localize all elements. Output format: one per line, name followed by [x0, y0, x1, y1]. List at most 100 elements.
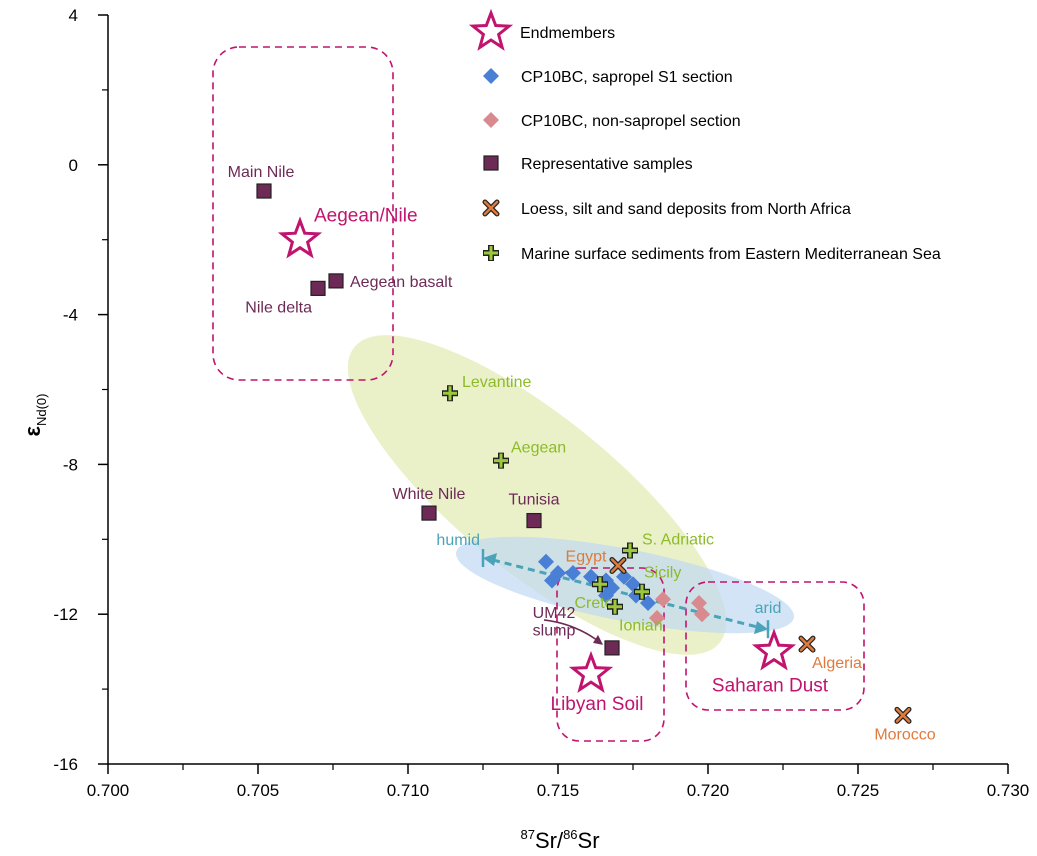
y-axis-title: εNd(0): [20, 394, 49, 437]
non-sapropel-point: [655, 591, 671, 608]
sapropel-s1-point: [616, 568, 632, 585]
um42-pointer-head: [593, 634, 603, 645]
x-axis-mid: Sr/: [535, 828, 564, 853]
representative-sample-label-line: slump: [533, 623, 576, 640]
marine-sediment-point: [622, 542, 638, 559]
representative-sample-point: [328, 273, 344, 289]
y-axis-sub: Nd(0): [34, 394, 49, 427]
y-tick-label: 0: [69, 156, 78, 175]
x-axis-sup-1: 87: [520, 827, 534, 842]
legend-star-icon: [468, 8, 514, 51]
north-africa-label: Egypt: [566, 549, 607, 566]
libyan-soil-box: [556, 567, 665, 742]
x-tick-label: 0.730: [987, 781, 1030, 800]
sapropel-s1-point: [538, 553, 554, 570]
legend-label: Representative samples: [521, 156, 693, 173]
north-africa-point: [894, 706, 912, 724]
x-tick-label: 0.705: [237, 781, 280, 800]
representative-sample-label: Nile delta: [245, 299, 312, 316]
representative-sample-label-line: UM42: [533, 605, 576, 622]
x-tick-label: 0.725: [837, 781, 880, 800]
x-axis: 0.700 0.705 0.710 0.715 0.720 0.725 0.730: [87, 763, 1030, 800]
endmember-label: Aegean/Nile: [314, 206, 418, 227]
x-tick-label: 0.700: [87, 781, 130, 800]
legend-diamond-icon: [483, 112, 499, 128]
marine-sediment-point-fill: [623, 543, 637, 558]
endmember-label: Saharan Dust: [712, 676, 829, 697]
north-africa-point-fill: [799, 636, 815, 652]
north-africa-point: [609, 557, 627, 575]
endmember-label: Libyan Soil: [551, 694, 644, 715]
endmember-star: [568, 650, 614, 693]
legend-cross-x-icon: [482, 199, 500, 217]
sapropel-s1-point: [544, 572, 560, 589]
marine-sediment-label: Crete: [574, 595, 613, 612]
y-tick-label: -12: [53, 605, 78, 624]
non-sapropel-point: [691, 594, 707, 611]
legend-cross-x-icon-fill: [483, 200, 499, 216]
north-africa-point-fill: [610, 558, 626, 573]
legend-square-icon: [483, 155, 499, 171]
arrow-head-arid: [754, 621, 768, 635]
x-axis-end: Sr: [578, 828, 600, 853]
arrow-head-humid: [483, 553, 497, 567]
marine-sediment-point-fill: [608, 599, 622, 614]
sapropel-s1-point: [583, 568, 599, 585]
representative-sample-point: [310, 280, 326, 296]
marine-sediment-point-fill: [635, 584, 649, 599]
y-tick-label: 4: [69, 6, 78, 25]
marine-sediment-point: [634, 583, 650, 600]
legend-diamond-icon: [483, 68, 499, 84]
legend-label: CP10BC, non-sapropel section: [521, 113, 741, 130]
endmember-star: [277, 216, 323, 259]
non-sapropel-point: [694, 606, 710, 623]
non-sapropel-point: [649, 609, 665, 626]
representative-sample-point: [256, 183, 272, 199]
legend-label: Loess, silt and sand deposits from North…: [521, 201, 851, 218]
endmember-star: [751, 628, 797, 671]
y-tick-label: -8: [63, 455, 78, 474]
saharan-dust-box: [685, 581, 865, 711]
marine-sediment-label: Aegean: [511, 440, 566, 457]
legend-label: CP10BC, sapropel S1 section: [521, 69, 733, 86]
representative-sample-label: White Nile: [393, 486, 466, 503]
marine-sediment-point: [442, 385, 458, 402]
north-africa-label: Morocco: [874, 726, 935, 743]
x-tick-label: 0.715: [537, 781, 580, 800]
marine-sediment-point: [592, 576, 608, 593]
x-tick-label: 0.720: [687, 781, 730, 800]
x-tick-label: 0.710: [387, 781, 430, 800]
marine-sediment-point-fill: [443, 386, 457, 401]
y-axis-main: ε: [20, 425, 45, 436]
aegean-nile-box: [212, 46, 394, 381]
sapropel-s1-point: [565, 565, 581, 582]
marine-sediment-label: Sicily: [644, 565, 681, 582]
marine-sediment-point: [607, 598, 623, 615]
representative-sample-label: UM42 slump: [533, 605, 576, 640]
y-axis: 4 0 -4 -8 -12 -16: [53, 6, 109, 774]
representative-sample-point: [604, 640, 620, 656]
marine-sediment-label: Ionian: [619, 618, 663, 635]
marine-sediment-point-fill: [494, 453, 508, 468]
marine-sediment-point: [493, 452, 509, 469]
legend: Endmembers CP10BC, sapropel S1 section CP1…: [468, 8, 941, 263]
y-tick-label: -4: [63, 306, 78, 325]
marine-sediment-label: S. Adriatic: [642, 532, 714, 549]
representative-sample-point: [526, 512, 542, 529]
arrow-label-humid: humid: [436, 532, 480, 549]
x-axis-title: 87Sr/86Sr: [520, 827, 599, 853]
representative-sample-label: Tunisia: [509, 492, 560, 509]
y-tick-label: -16: [53, 755, 78, 774]
arrow-line: [492, 558, 759, 629]
representative-sample-label: Main Nile: [228, 164, 295, 181]
legend-plus-icon: [483, 245, 499, 261]
representative-sample-point: [421, 505, 437, 521]
north-africa-point: [798, 635, 816, 653]
marine-sediment-label: Levantine: [462, 374, 531, 391]
legend-label: Endmembers: [520, 25, 615, 42]
sapropel-s1-point: [625, 576, 641, 593]
x-axis-sup-2: 86: [563, 827, 577, 842]
humid-arid-arrow: humid arid: [436, 532, 781, 639]
marine-sediment-point-fill: [593, 577, 607, 592]
